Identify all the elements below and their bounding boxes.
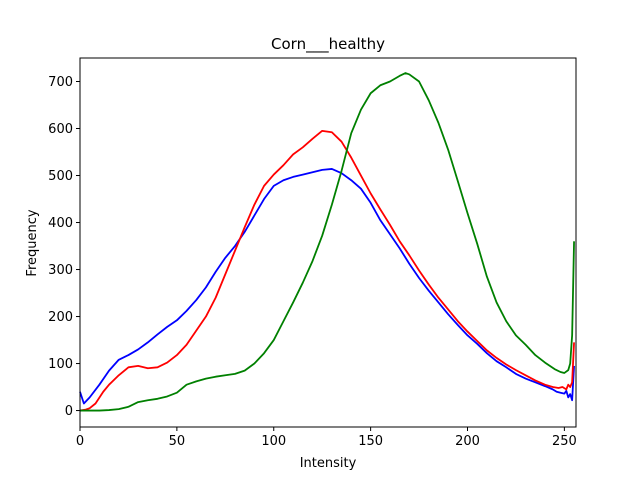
x-tick-label: 0 (76, 434, 84, 449)
y-tick-label: 100 (48, 357, 73, 372)
x-tick-label: 50 (169, 434, 186, 449)
x-tick-label: 200 (455, 434, 480, 449)
y-axis-label: Frequency (25, 209, 40, 276)
x-tick-label: 150 (358, 434, 383, 449)
y-tick-label: 0 (65, 404, 73, 419)
x-axis: 0 50 100 150 200 250 (76, 427, 577, 449)
series-layer (79, 72, 575, 412)
plot-frame (79, 57, 577, 428)
y-tick-label: 700 (48, 75, 73, 90)
y-tick-label: 500 (48, 169, 73, 184)
y-tick-label: 200 (48, 310, 73, 325)
series-line-1 (79, 129, 575, 412)
x-axis-label: Intensity (300, 456, 357, 471)
x-tick-label: 250 (552, 434, 577, 449)
chart-title: Corn___healthy (271, 35, 385, 54)
y-tick-label: 300 (48, 263, 73, 278)
y-tick-label: 400 (48, 216, 73, 231)
y-tick-label: 600 (48, 122, 73, 137)
y-axis: 0 100 200 300 400 500 600 700 (48, 75, 80, 419)
series-line-2 (80, 72, 575, 412)
series-line-0 (79, 168, 575, 405)
x-tick-label: 100 (261, 434, 286, 449)
